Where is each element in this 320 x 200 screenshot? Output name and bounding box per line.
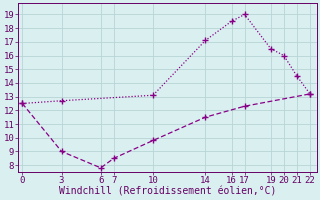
X-axis label: Windchill (Refroidissement éolien,°C): Windchill (Refroidissement éolien,°C) (59, 187, 276, 197)
